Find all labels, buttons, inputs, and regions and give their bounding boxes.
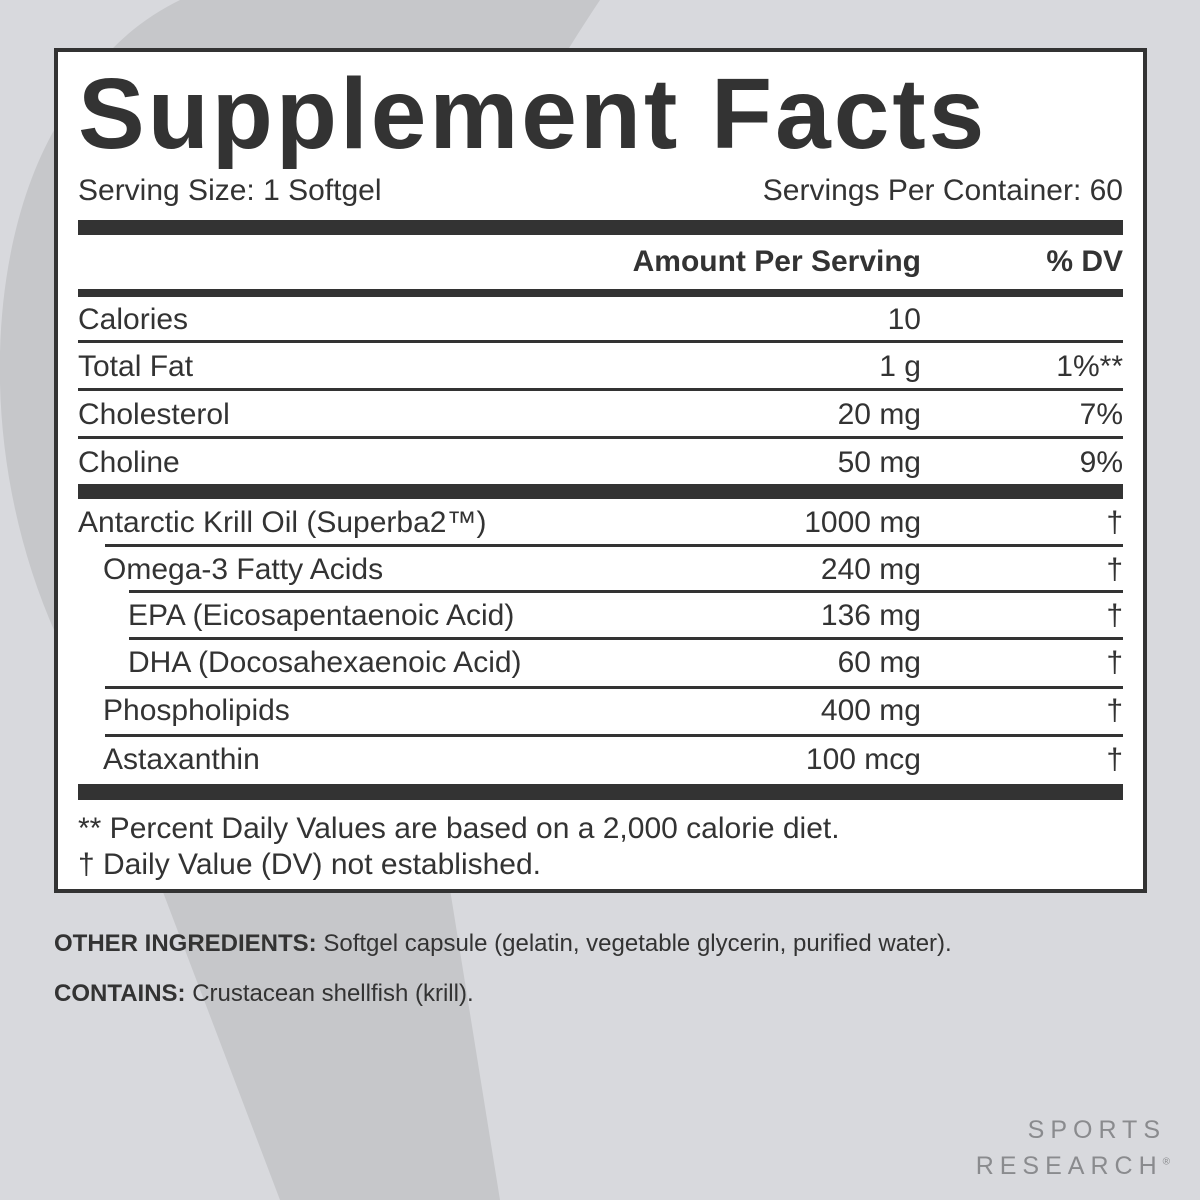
ingredient-row: EPA (Eicosapentaenoic Acid) 136 mg † [78,596,1123,636]
ingredient-name: Antarctic Krill Oil (Superba2™) [78,506,487,539]
ingredient-dv: † [1106,553,1123,586]
ingredient-name: Phospholipids [103,694,290,727]
nutrient-amount: 20 mg [837,398,921,431]
ingredient-row: DHA (Docosahexaenoic Acid) 60 mg † [78,643,1123,683]
nutrient-name: Total Fat [78,350,194,383]
header-row: Amount Per Serving % DV [78,242,1123,282]
divider [105,544,1123,547]
nutrient-amount: 10 [887,303,921,336]
brand-name: RESEARCH [975,1152,1163,1180]
nutrient-name: Choline [78,446,180,479]
ingredient-amount: 1000 mg [804,506,921,539]
ingredient-amount: 60 mg [837,646,921,679]
ingredient-dv: † [1106,694,1123,727]
divider-thick [78,484,1123,499]
brand-logo-line2: RESEARCH® [976,1154,1170,1179]
ingredient-dv: † [1106,646,1123,679]
serving-size: Serving Size: 1 Softgel [78,174,382,207]
other-ingredients: OTHER INGREDIENTS: Softgel capsule (gela… [54,932,952,956]
ingredient-row: Antarctic Krill Oil (Superba2™) 1000 mg † [78,503,1123,543]
ingredient-row: Astaxanthin 100 mcg † [78,740,1123,780]
ingredient-name: Omega-3 Fatty Acids [103,553,384,586]
divider-thick [78,784,1123,800]
divider [78,340,1123,343]
ingredient-amount: 136 mg [820,599,921,632]
dv-header: % DV [1046,245,1123,278]
ingredient-name: DHA (Docosahexaenoic Acid) [128,646,522,679]
divider [129,590,1123,593]
nutrient-row: Choline 50 mg 9% [78,443,1123,483]
divider-medium [78,289,1123,297]
ingredient-name: EPA (Eicosapentaenoic Acid) [128,599,515,632]
ingredient-amount: 400 mg [820,694,921,727]
supplement-facts-panel: Supplement Facts Serving Size: 1 Softgel… [54,48,1147,893]
nutrient-row: Cholesterol 20 mg 7% [78,395,1123,435]
nutrient-row: Total Fat 1 g 1%** [78,347,1123,387]
ingredient-dv: † [1106,506,1123,539]
ingredient-amount: 100 mcg [805,743,921,776]
ingredient-amount: 240 mg [820,553,921,586]
nutrient-dv: 1%** [1056,350,1123,383]
nutrient-dv: 7% [1079,398,1123,431]
nutrient-amount: 1 g [879,350,921,383]
brand-logo-line1: SPORTS [1027,1116,1166,1144]
ingredient-dv: † [1106,743,1123,776]
contains: CONTAINS: Crustacean shellfish (krill). [54,982,474,1006]
contains-text: Crustacean shellfish (krill). [185,980,474,1007]
nutrient-row: Calories 10 [78,300,1123,340]
registered-mark: ® [1162,1156,1170,1168]
panel-title: Supplement Facts [78,58,988,170]
nutrient-dv: 9% [1079,446,1123,479]
contains-label: CONTAINS: [54,980,186,1007]
footnote-dv-basis: ** Percent Daily Values are based on a 2… [78,812,840,845]
other-ingredients-text: Softgel capsule (gelatin, vegetable glyc… [316,930,952,957]
nutrient-amount: 50 mg [837,446,921,479]
divider [129,637,1123,640]
nutrient-name: Calories [78,303,189,336]
footnote-dv-not-established: † Daily Value (DV) not established. [78,848,542,881]
servings-per-container: Servings Per Container: 60 [762,174,1123,207]
divider [105,686,1123,689]
nutrient-name: Cholesterol [78,398,230,431]
ingredient-row: Omega-3 Fatty Acids 240 mg † [78,550,1123,590]
divider [105,734,1123,737]
ingredient-dv: † [1106,599,1123,632]
divider [78,436,1123,439]
divider [78,388,1123,391]
ingredient-row: Phospholipids 400 mg † [78,691,1123,731]
divider-thick [78,220,1123,235]
ingredient-name: Astaxanthin [103,743,260,776]
amount-header: Amount Per Serving [632,245,921,278]
other-ingredients-label: OTHER INGREDIENTS: [54,930,317,957]
